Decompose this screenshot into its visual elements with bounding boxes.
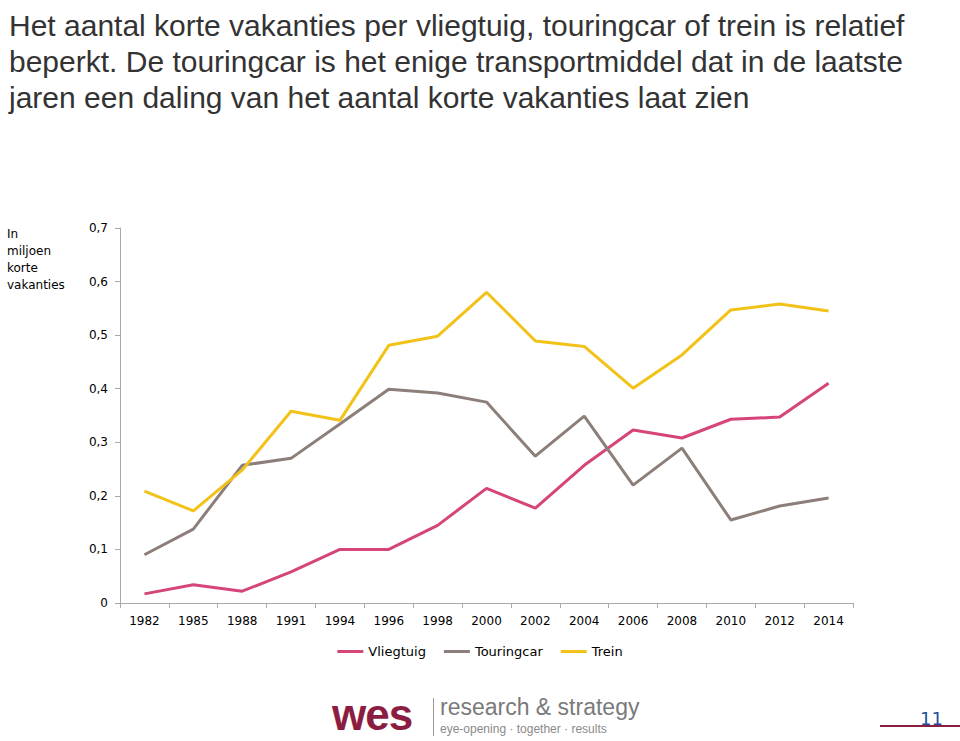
svg-text:0,1: 0,1	[89, 542, 108, 556]
svg-text:1988: 1988	[227, 614, 258, 628]
svg-text:1996: 1996	[373, 614, 404, 628]
svg-text:1991: 1991	[276, 614, 307, 628]
svg-text:1994: 1994	[325, 614, 356, 628]
svg-text:0,2: 0,2	[89, 489, 108, 503]
svg-text:0,3: 0,3	[89, 435, 108, 449]
svg-text:2012: 2012	[764, 614, 795, 628]
svg-text:2000: 2000	[471, 614, 502, 628]
svg-text:1998: 1998	[422, 614, 453, 628]
svg-text:0: 0	[100, 596, 108, 610]
svg-text:Het aantal korte vakanties per: Het aantal korte vakanties per vliegtuig…	[9, 9, 913, 42]
svg-text:Vliegtuig: Vliegtuig	[368, 644, 426, 659]
svg-text:Trein: Trein	[591, 644, 623, 659]
svg-text:2006: 2006	[618, 614, 649, 628]
svg-text:2014: 2014	[813, 614, 844, 628]
svg-text:miljoen: miljoen	[7, 244, 55, 258]
html-text:wes: wes	[332, 690, 413, 739]
svg-text:Touringcar: Touringcar	[474, 644, 543, 659]
html-text:research & strategy: research & strategy	[440, 694, 640, 720]
svg-text:0,6: 0,6	[89, 275, 108, 289]
html-text:eye-opening · together · resul: eye-opening · together · results	[440, 722, 607, 736]
svg-text:2008: 2008	[667, 614, 698, 628]
svg-text:2004: 2004	[569, 614, 600, 628]
svg-text:beperkt. De touringcar is het: beperkt. De touringcar is het enige tran…	[9, 45, 911, 78]
svg-text:2010: 2010	[716, 614, 747, 628]
html-text:11: 11	[920, 708, 943, 729]
svg-text:jaren een daling van het aanta: jaren een daling van het aantal korte va…	[8, 81, 750, 114]
svg-text:0,5: 0,5	[89, 328, 108, 342]
svg-text:korte: korte	[7, 261, 42, 275]
svg-text:1982: 1982	[129, 614, 160, 628]
svg-text:1985: 1985	[178, 614, 209, 628]
svg-text:2002: 2002	[520, 614, 551, 628]
svg-text:0,4: 0,4	[89, 382, 108, 396]
svg-text:0,7: 0,7	[89, 221, 108, 235]
svg-text:vakanties: vakanties	[7, 278, 65, 292]
svg-text:In: In	[7, 227, 22, 241]
